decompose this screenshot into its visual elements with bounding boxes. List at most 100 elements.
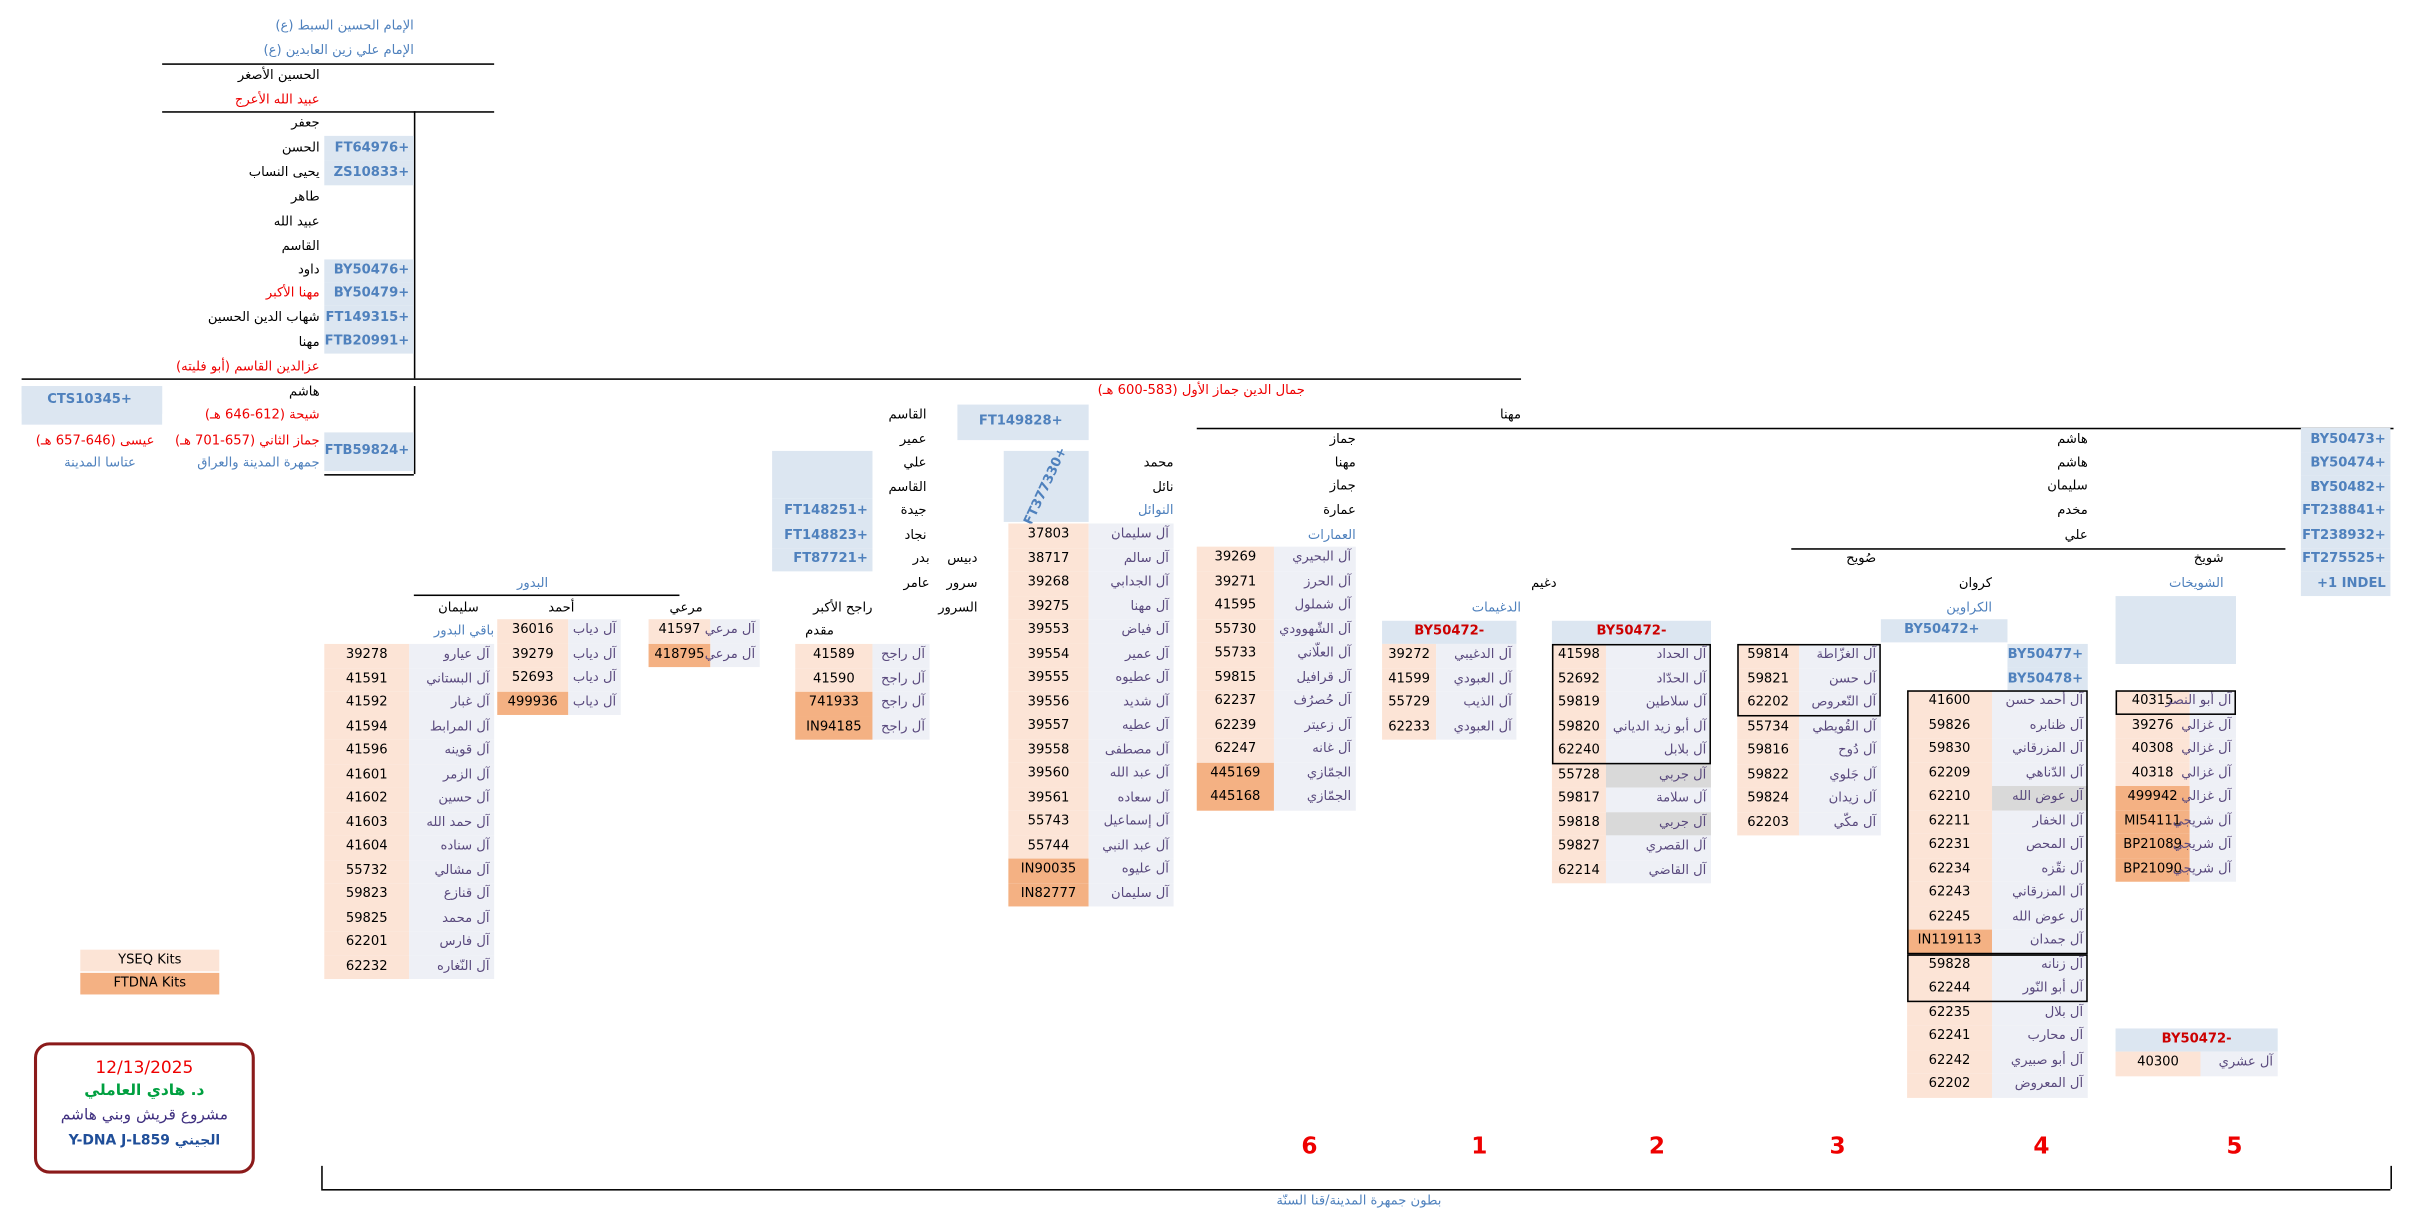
family-cell: الجمّازي (1273, 762, 1356, 787)
label: نجاد (904, 528, 927, 544)
group-number: 4 (2033, 1131, 2050, 1160)
family-cell: آل البستاني (409, 668, 495, 693)
kit-cell: 59814 (1737, 644, 1799, 669)
kit-cell: 39555 (1008, 667, 1089, 692)
kit-cell: 62201 (324, 931, 410, 956)
label: العمارات (1307, 528, 1356, 544)
family-cell: آل سناده (409, 835, 495, 860)
kit-cell: 36016 (497, 619, 569, 644)
kit-cell: 445169 (1196, 762, 1274, 787)
label: مهنا الأكبر (265, 285, 320, 302)
kit-cell: 41595 (1196, 594, 1274, 619)
family-cell: آل عبد النبي (1088, 835, 1174, 859)
label: داود (297, 262, 320, 278)
kit-cell: 59816 (1737, 740, 1799, 764)
rule (21, 378, 1522, 380)
kit-cell: 59821 (1737, 668, 1799, 693)
family-cell: آل نقّزه (1992, 858, 2088, 883)
label: مهنا (298, 335, 320, 351)
kit-box: FT149828+ (957, 404, 1089, 441)
label: السرور (938, 600, 978, 617)
kit-cell: 41598 (1551, 644, 1606, 669)
family-cell: آل مرعي (705, 619, 760, 644)
label: يحيى النساب (248, 165, 320, 181)
label: راجح الأكبر (813, 600, 873, 617)
label: مخدم (2057, 503, 2088, 519)
label: شيحة (612-646 هـ) (204, 407, 320, 424)
label: علي (903, 455, 927, 471)
family-cell: آل راجح (872, 668, 930, 693)
kit-cell: 445168 (1196, 786, 1274, 811)
family-cell: آل زنانه (1992, 953, 2088, 978)
kit-cell: 39553 (1008, 619, 1089, 644)
family-cell: آل دياب (568, 619, 621, 644)
family-cell: آل سلامة (1605, 787, 1711, 812)
group-number: 6 (1301, 1131, 1318, 1160)
family-cell: آل فياض (1088, 619, 1174, 644)
label: شهاب الدين الحسين (207, 310, 320, 326)
kit-cell: 41590 (795, 668, 873, 693)
family-cell: آل مهنا (1088, 595, 1174, 620)
label: جماز (1329, 432, 1356, 448)
kit-cell: 41596 (324, 740, 410, 764)
family-cell: آل شريجي (2173, 834, 2237, 859)
kit-cell: 59827 (1551, 835, 1606, 860)
kit-cell: 52693 (497, 667, 569, 692)
label: سليمان (438, 600, 479, 617)
family-cell: آل زيدان (1798, 787, 1881, 812)
family-cell: آل حمد الله (409, 811, 495, 836)
kit-cell: BP21089 (2115, 834, 2190, 859)
family-cell: آل عبد الله (1088, 763, 1174, 788)
kit-cell: 62243 (1907, 882, 1993, 907)
label: هاشم (288, 384, 320, 400)
label: مهنا (1499, 407, 1522, 424)
family-cell: آل جمدان (1992, 929, 2088, 954)
family-cell: آل سليمان (1088, 523, 1174, 548)
family-cell: آل شريجي (2173, 858, 2237, 883)
kit-cell: 62210 (1907, 786, 1993, 811)
family-cell: آل المعروض (1992, 1073, 2088, 1098)
family-cell: آل راجح (872, 644, 930, 669)
kit-cell: 55729 (1382, 692, 1437, 717)
kit-box: BY50474+ (2300, 452, 2391, 476)
family-cell: آل راجح (872, 692, 930, 717)
kit-box: BY50479+ (324, 282, 414, 306)
label: الشويخات (2169, 575, 2224, 592)
label: محمد (1143, 455, 1174, 471)
family-cell: آل عليوه (1088, 858, 1174, 883)
family-cell: آل البحيري (1273, 547, 1356, 571)
rule (1791, 548, 2286, 550)
kit-cell: 39271 (1196, 570, 1274, 595)
kit-cell: 741933 (795, 692, 873, 717)
kit-cell: 55730 (1196, 618, 1274, 643)
rule (413, 594, 680, 597)
label: بطون جمهرة المدينة/قنا السنّة (1276, 1193, 1442, 1210)
label: جمهرة المدينة والعراق (197, 455, 320, 471)
kit-cell: 55734 (1737, 716, 1799, 741)
kit-cell: 62245 (1907, 906, 1993, 930)
family-cell: آل سالم (1088, 547, 1174, 572)
group-outline (1551, 644, 1711, 764)
kit-box: BY50482+ (2300, 475, 2391, 501)
kit-box: FT238841+ (2300, 500, 2391, 524)
family-cell: آل بلابل (1605, 740, 1711, 764)
label: هاشم (2057, 455, 2088, 471)
bracket (321, 1165, 323, 1190)
label: عامر (903, 575, 930, 592)
family-cell: آل الجدابي (1088, 571, 1174, 596)
date: 12/13/2025 (95, 1057, 194, 1078)
label: عبيد الله الأعرج (234, 92, 320, 109)
kit-cell: 40315 (2115, 690, 2190, 715)
kit-cell: 62214 (1551, 859, 1606, 884)
family-cell: آل القُويطي (1798, 716, 1881, 741)
kit-cell: 62202 (1907, 1073, 1993, 1098)
kit-cell: 62247 (1196, 738, 1274, 763)
family-cell: آل العلّاني (1273, 642, 1356, 667)
kit-cell: 39272 (1382, 644, 1437, 669)
family-cell: آل أبو زيد الدياني (1605, 716, 1711, 741)
family-cell: آل راجح (872, 716, 930, 741)
kit-cell: 37803 (1008, 523, 1089, 548)
family-cell: آل شملول (1273, 594, 1356, 619)
family-cell: آل جربي (1605, 811, 1711, 836)
label: هاشم (2057, 432, 2088, 448)
